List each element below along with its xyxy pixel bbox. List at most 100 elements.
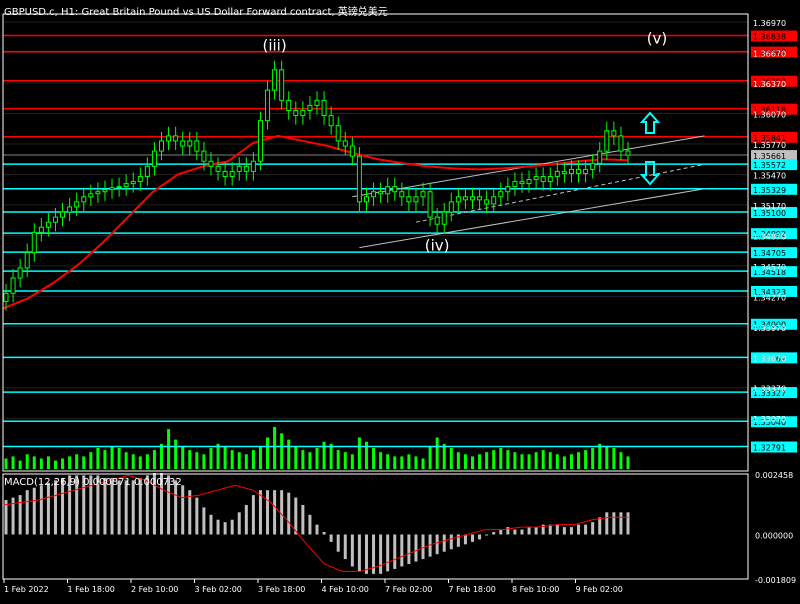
volume-bar [258,445,262,469]
chart-title: GBPUSD.c, H1: Great Britain Pound vs US … [4,7,388,18]
macd-histogram-bar [266,490,270,535]
axis-tick-label: 1.36070 [753,111,786,120]
macd-histogram-bar [513,529,517,535]
candle-body [208,160,214,167]
volume-bar [372,448,376,469]
volume-bar [492,450,496,469]
candle-body [31,231,37,254]
price-tag-label: 1.34518 [753,268,786,277]
price-tag-label: 1.35841 [753,134,786,143]
candle-body [173,135,179,142]
macd-histogram-bar [124,480,128,535]
macd-histogram-bar [435,534,439,555]
volume-bar [216,443,220,469]
macd-histogram-bar [598,517,602,535]
time-label: 1 Feb 2022 [4,585,49,594]
volume-bar [527,454,531,469]
volume-bar [61,458,65,469]
macd-histogram-bar [541,524,545,535]
price-tag [751,131,797,143]
macd-axis-label: 0.002458 [755,471,793,480]
candle-body [561,170,567,174]
macd-histogram-bar [428,534,432,557]
moving-average [2,134,629,310]
time-label: 3 Feb 18:00 [258,585,305,594]
volume-bar [435,437,439,469]
macd-histogram-bar [619,512,623,535]
axis-tick-label: 1.33670 [753,354,786,363]
price-tag-label: 1.34892 [753,230,786,239]
price-tag-label: 1.33669 [753,354,786,363]
macd-histogram-bar [202,507,206,535]
volume-bar [103,450,107,469]
wave-labels: (iii) (iv) (v) [262,30,667,255]
candle-body [229,170,235,177]
volume-bar [421,458,425,469]
volume-bar [343,452,347,469]
candle-body [314,99,320,106]
volume-bar [456,452,460,469]
macd-histogram-bar [188,490,192,535]
price-tag [751,75,797,87]
support-resistance-lines [3,34,748,448]
macd-histogram-bar [152,472,156,535]
volume-bars [4,427,630,469]
price-tag-label: 1.32791 [753,444,786,453]
volume-bar [548,452,552,469]
time-axis: 1 Feb 2022 1 Feb 18:00 2 Feb 10:00 3 Feb 02… [3,579,623,594]
price-tag [751,207,797,219]
macd-histogram-bar [442,534,446,552]
macd-histogram-bar [244,504,248,535]
price-axis: 1.36838 1.36680 1.36393 1.36118 1.35841 1.356… [751,19,797,453]
candle-body [17,267,23,279]
axis-tick-label: 1.36370 [753,80,786,89]
volume-bar [89,452,93,469]
axis-tick-label: 1.35170 [753,202,786,211]
volume-bar [202,454,206,469]
wave-label: (iv) [425,236,450,254]
volume-bar [152,450,156,469]
macd-histogram-bar [591,522,595,535]
candle-body [257,120,263,162]
volume-bar [46,456,50,469]
volume-bar [11,456,15,469]
price-tag [751,441,797,453]
price-tag-label: 1.35100 [753,209,786,218]
candle-body [250,160,256,172]
candle-body [406,196,412,203]
macd-histogram-bar [18,495,22,535]
candle-body [455,196,461,203]
macd-histogram-bar [372,534,376,574]
volume-bar [562,456,566,469]
volume-bar [407,454,411,469]
macd-histogram-bar [145,475,149,535]
volume-bar [131,454,135,469]
volume-bar [209,448,213,469]
candle-body [583,168,589,174]
macd-histogram-bar [11,497,15,535]
price-tag [751,352,797,364]
candle-body [477,196,483,201]
macd-histogram-bar [548,524,552,535]
macd-histogram-bar [32,487,36,535]
candle-body [279,69,285,101]
volume-bar [364,441,368,469]
candle-body [194,140,200,152]
macd-panel-frame [2,473,749,580]
macd-histogram-bar [167,475,171,535]
price-tag [751,416,797,428]
volume-bar [400,456,404,469]
volume-bar [315,448,319,469]
candle-body [590,162,596,170]
macd-histogram-bar [53,480,57,535]
price-tag [751,183,797,195]
candle-body [123,183,129,188]
volume-bar [308,452,312,469]
volume-bar [32,456,36,469]
candle-body [611,130,617,137]
macd-histogram-bar [471,534,474,542]
volume-bar [357,437,361,469]
volume-bar [251,450,255,469]
